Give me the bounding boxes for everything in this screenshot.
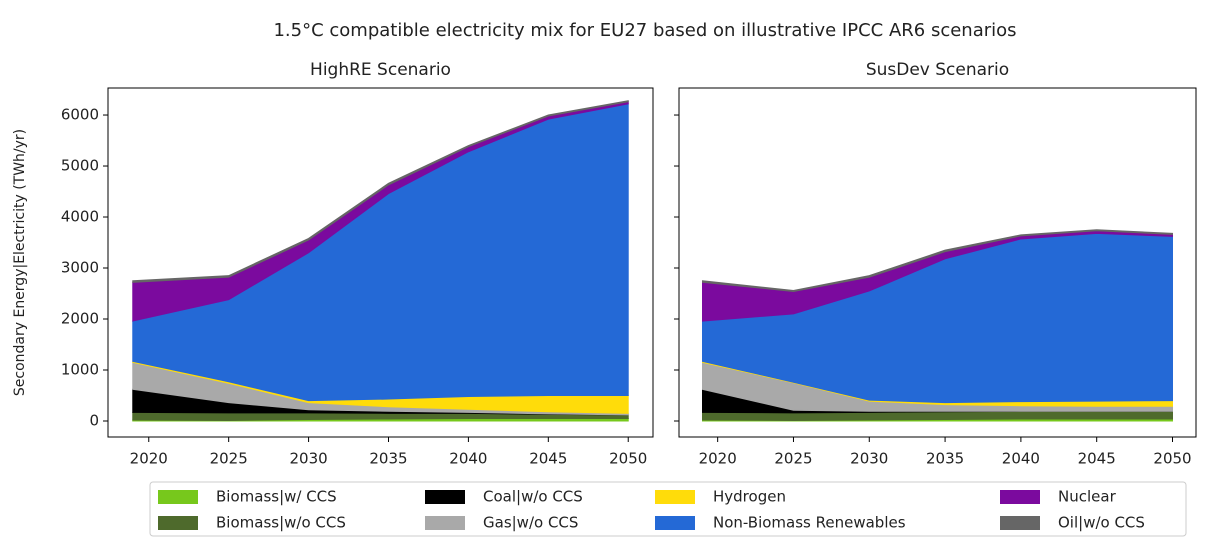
subplot-title: SusDev Scenario <box>866 60 1009 80</box>
x-tick-label: 2035 <box>926 450 964 468</box>
subplot-title: HighRE Scenario <box>310 60 451 80</box>
y-tick-label: 2000 <box>61 310 99 328</box>
legend-label: Oil|w/o CCS <box>1058 514 1145 532</box>
legend-label: Nuclear <box>1058 488 1117 506</box>
area <box>702 229 1173 292</box>
axes-frame <box>678 87 1197 438</box>
legend-label: Biomass|w/ CCS <box>216 488 337 506</box>
x-tick-label: 2040 <box>449 450 487 468</box>
x-tick-label: 2025 <box>210 450 248 468</box>
y-tick-label: 1000 <box>61 360 99 378</box>
x-tick-label: 2025 <box>774 450 812 468</box>
y-tick-label: 4000 <box>61 208 99 226</box>
legend-label: Hydrogen <box>713 488 786 506</box>
area <box>132 100 629 283</box>
legend-swatch <box>655 490 695 504</box>
x-tick-label: 2050 <box>609 450 647 468</box>
legend-swatch <box>655 516 695 530</box>
legend-label: Gas|w/o CCS <box>483 514 578 532</box>
legend-swatch <box>158 516 198 530</box>
legend-swatch <box>1000 490 1040 504</box>
legend-frame <box>149 481 1187 537</box>
x-tick-label: 2030 <box>850 450 888 468</box>
y-tick-label: 3000 <box>61 259 99 277</box>
x-tick-label: 2045 <box>1078 450 1116 468</box>
x-tick-label: 2040 <box>1002 450 1040 468</box>
x-tick-label: 2035 <box>369 450 407 468</box>
legend-swatch <box>1000 516 1040 530</box>
axes-frame <box>107 87 654 438</box>
legend-swatch <box>425 516 465 530</box>
y-tick-label: 0 <box>89 411 99 429</box>
legend-swatch <box>158 490 198 504</box>
y-tick-label: 6000 <box>61 106 99 124</box>
x-tick-label: 2020 <box>130 450 168 468</box>
legend-label: Non-Biomass Renewables <box>713 514 906 532</box>
x-tick-label: 2045 <box>529 450 567 468</box>
y-axis-label: Secondary Energy|Electricity (TWh/yr) <box>12 129 28 396</box>
figure-title: 1.5°C compatible electricity mix for EU2… <box>273 20 1016 41</box>
legend-label: Biomass|w/o CCS <box>216 514 346 532</box>
legend-label: Coal|w/o CCS <box>483 488 583 506</box>
x-tick-label: 2030 <box>289 450 327 468</box>
x-tick-label: 2020 <box>699 450 737 468</box>
legend-swatch <box>425 490 465 504</box>
y-tick-label: 5000 <box>61 157 99 175</box>
area <box>132 103 629 402</box>
x-tick-label: 2050 <box>1153 450 1191 468</box>
